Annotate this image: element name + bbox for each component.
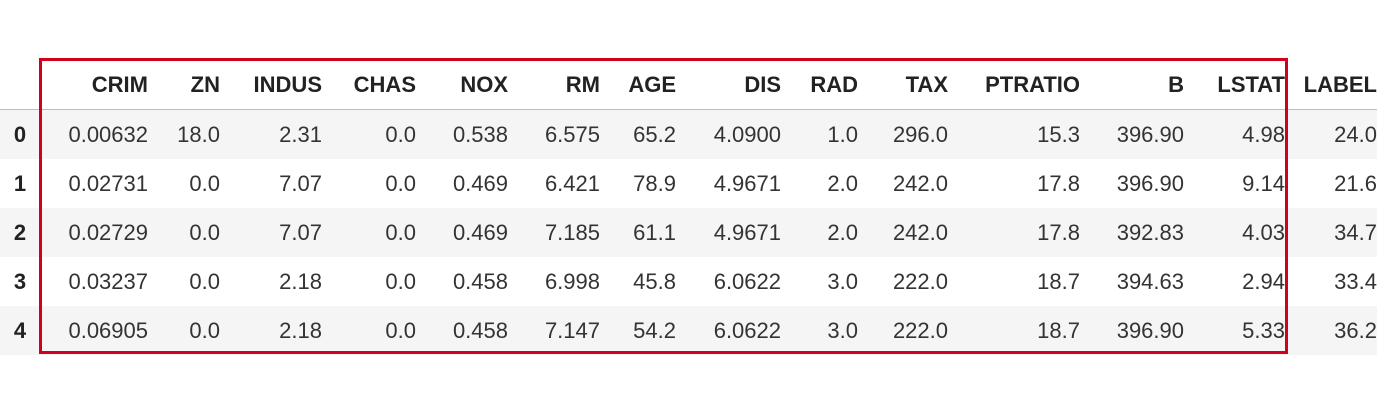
table-cell: 7.147: [544, 317, 600, 343]
table-cell: 222.0: [892, 317, 948, 343]
table-cell: 33.4: [1334, 268, 1377, 294]
table-cell: 4.9671: [713, 219, 781, 245]
table-row: 4 0.06905 0.0 2.18 0.0 0.458 7.147 54.2 …: [0, 306, 1377, 355]
table-cell: 396.90: [1116, 170, 1184, 196]
table-cell: 242.0: [892, 170, 948, 196]
table-header: CRIM ZN INDUS CHAS NOX RM AGE DIS RAD TA…: [0, 60, 1377, 110]
table-cell: 396.90: [1116, 121, 1184, 147]
table-cell: 394.63: [1116, 268, 1184, 294]
table-cell: 0.458: [452, 268, 508, 294]
table-cell: 21.6: [1334, 170, 1377, 196]
table-cell: 54.2: [633, 317, 676, 343]
table-cell: 2.18: [279, 268, 322, 294]
table-cell: 18.7: [1037, 317, 1080, 343]
table-cell: 7.07: [279, 170, 322, 196]
table-cell: 18.7: [1037, 268, 1080, 294]
table-cell: 0.00632: [68, 121, 148, 147]
table-cell: 0.458: [452, 317, 508, 343]
table-cell: 0.06905: [68, 317, 148, 343]
column-header-tax: TAX: [905, 71, 948, 97]
column-header-lstat: LSTAT: [1217, 71, 1285, 97]
column-header-chas: CHAS: [353, 71, 416, 97]
row-index: 1: [13, 170, 27, 196]
table-cell: 0.02731: [68, 170, 148, 196]
column-header-rm: RM: [565, 71, 600, 97]
column-header-indus: INDUS: [253, 71, 322, 97]
table-cell: 396.90: [1116, 317, 1184, 343]
table-cell: 9.14: [1242, 170, 1285, 196]
table-cell: 0.0: [189, 219, 220, 245]
table-cell: 36.2: [1334, 317, 1377, 343]
table-cell: 61.1: [633, 219, 676, 245]
table-cell: 17.8: [1037, 219, 1080, 245]
table-row: 2 0.02729 0.0 7.07 0.0 0.469 7.185 61.1 …: [0, 208, 1377, 257]
table-cell: 0.469: [452, 170, 508, 196]
header-row: CRIM ZN INDUS CHAS NOX RM AGE DIS RAD TA…: [0, 60, 1377, 110]
column-header-zn: ZN: [190, 71, 220, 97]
table-cell: 0.0: [385, 170, 416, 196]
table-cell: 6.421: [544, 170, 600, 196]
table-cell: 6.998: [544, 268, 600, 294]
column-header-age: AGE: [628, 71, 676, 97]
table-cell: 0.0: [189, 268, 220, 294]
table-cell: 4.98: [1242, 121, 1285, 147]
row-index: 3: [13, 268, 27, 294]
table-cell: 0.538: [452, 121, 508, 147]
column-header-rad: RAD: [810, 71, 858, 97]
table-cell: 2.0: [827, 219, 858, 245]
table-cell: 0.0: [189, 317, 220, 343]
table-row: 0 0.00632 18.0 2.31 0.0 0.538 6.575 65.2…: [0, 109, 1377, 159]
table-cell: 0.0: [385, 317, 416, 343]
table-cell: 4.9671: [713, 170, 781, 196]
table-cell: 2.31: [279, 121, 322, 147]
table-cell: 17.8: [1037, 170, 1080, 196]
table-cell: 7.07: [279, 219, 322, 245]
table-cell: 6.0622: [713, 268, 781, 294]
table-cell: 2.18: [279, 317, 322, 343]
table-cell: 242.0: [892, 219, 948, 245]
table-cell: 0.0: [385, 219, 416, 245]
table-row: 1 0.02731 0.0 7.07 0.0 0.469 6.421 78.9 …: [0, 159, 1377, 208]
row-index: 0: [13, 121, 27, 147]
table-cell: 6.575: [544, 121, 600, 147]
table-cell: 45.8: [633, 268, 676, 294]
table-cell: 222.0: [892, 268, 948, 294]
table-cell: 3.0: [827, 268, 858, 294]
table-cell: 15.3: [1037, 121, 1080, 147]
table-cell: 0.0: [385, 268, 416, 294]
column-header-dis: DIS: [744, 71, 781, 97]
table-cell: 0.469: [452, 219, 508, 245]
table-cell: 0.0: [189, 170, 220, 196]
table-cell: 34.7: [1334, 219, 1377, 245]
table-cell: 296.0: [892, 121, 948, 147]
table-cell: 0.03237: [68, 268, 148, 294]
table-cell: 65.2: [633, 121, 676, 147]
dataframe-table: CRIM ZN INDUS CHAS NOX RM AGE DIS RAD TA…: [0, 60, 1377, 355]
table-cell: 7.185: [544, 219, 600, 245]
row-index: 2: [13, 219, 27, 245]
table-cell: 1.0: [827, 121, 858, 147]
table-cell: 78.9: [633, 170, 676, 196]
table-cell: 0.02729: [68, 219, 148, 245]
table-cell: 6.0622: [713, 317, 781, 343]
table-cell: 5.33: [1242, 317, 1285, 343]
table-cell: 24.0: [1334, 121, 1377, 147]
table-cell: 3.0: [827, 317, 858, 343]
index-header: [0, 60, 40, 110]
column-header-ptratio: PTRATIO: [985, 71, 1080, 97]
column-header-crim: CRIM: [91, 71, 148, 97]
column-header-b: B: [1168, 71, 1184, 97]
row-index: 4: [13, 317, 27, 343]
table-cell: 18.0: [177, 121, 220, 147]
table-cell: 2.94: [1242, 268, 1285, 294]
column-header-nox: NOX: [460, 71, 508, 97]
table-body: 0 0.00632 18.0 2.31 0.0 0.538 6.575 65.2…: [0, 109, 1377, 355]
column-header-label: LABEL: [1303, 71, 1377, 97]
table-cell: 0.0: [385, 121, 416, 147]
table-row: 3 0.03237 0.0 2.18 0.0 0.458 6.998 45.8 …: [0, 257, 1377, 306]
table-cell: 2.0: [827, 170, 858, 196]
table-cell: 4.03: [1242, 219, 1285, 245]
table-cell: 4.0900: [713, 121, 781, 147]
table-cell: 392.83: [1116, 219, 1184, 245]
